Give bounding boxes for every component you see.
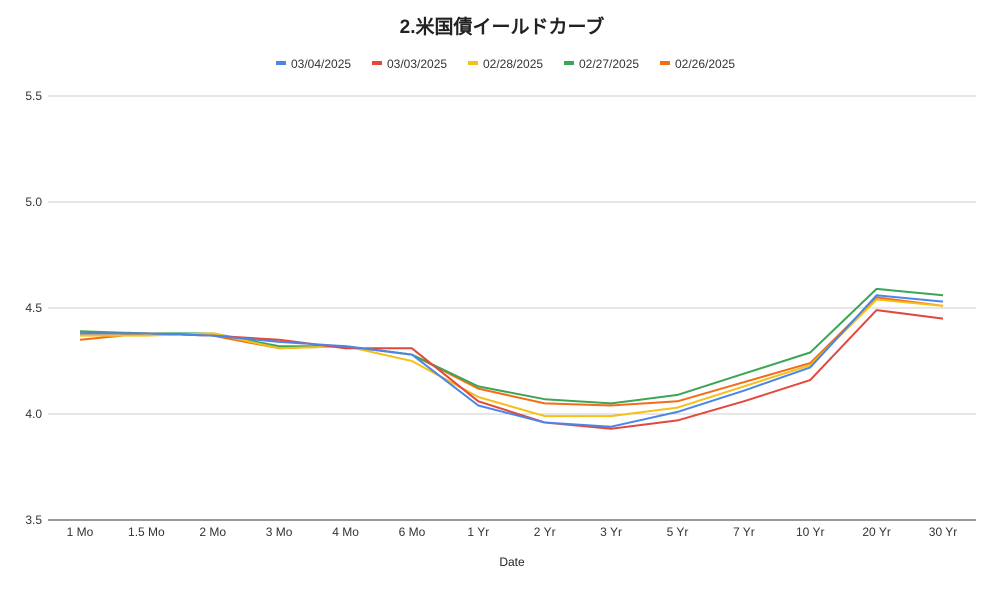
y-tick-label: 4.5 (25, 301, 42, 315)
legend-swatch (468, 61, 478, 65)
legend: 03/04/2025 03/03/2025 02/28/2025 02/27/2025… (276, 57, 735, 71)
legend-swatch (276, 61, 286, 65)
y-tick-label: 5.0 (25, 195, 42, 209)
x-tick-label: 7 Yr (733, 525, 755, 539)
legend-swatch (564, 61, 574, 65)
y-tick-label: 4.0 (25, 407, 42, 421)
series-line (80, 309, 944, 430)
legend-label: 03/03/2025 (387, 57, 447, 71)
x-tick-label: 2 Mo (199, 525, 226, 539)
y-axis: 3.5 4.0 4.5 5.0 5.5 (25, 89, 42, 527)
series-lines (79, 287, 944, 430)
x-axis: 1 Mo 1.5 Mo 2 Mo 3 Mo 4 Mo 6 Mo 1 Yr 2 Yr 3 Yr 5 … (67, 525, 958, 539)
legend-item: 02/27/2025 (564, 57, 639, 71)
x-tick-label: 5 Yr (667, 525, 689, 539)
series-line (80, 294, 944, 428)
y-tick-label: 3.5 (25, 513, 42, 527)
legend-item: 03/04/2025 (276, 57, 351, 71)
legend-swatch (372, 61, 382, 65)
x-tick-label: 3 Mo (266, 525, 293, 539)
x-tick-label: 20 Yr (862, 525, 890, 539)
legend-label: 03/04/2025 (291, 57, 351, 71)
x-tick-label: 3 Yr (600, 525, 622, 539)
legend-label: 02/26/2025 (675, 57, 735, 71)
y-tick-label: 5.5 (25, 89, 42, 103)
legend-item: 02/28/2025 (468, 57, 543, 71)
x-tick-label: 1 Mo (67, 525, 94, 539)
series-line (80, 298, 944, 418)
legend-item: 03/03/2025 (372, 57, 447, 71)
legend-label: 02/28/2025 (483, 57, 543, 71)
x-tick-label: 6 Mo (399, 525, 426, 539)
series-line (79, 287, 944, 405)
x-tick-label: 4 Mo (332, 525, 359, 539)
x-axis-label: Date (499, 555, 525, 569)
gridlines (48, 95, 976, 521)
series-line (79, 296, 944, 407)
chart-title: 2.米国債イールドカーブ (400, 15, 605, 38)
x-tick-label: 10 Yr (796, 525, 824, 539)
legend-item: 02/26/2025 (660, 57, 735, 71)
legend-swatch (660, 61, 670, 65)
x-tick-label: 30 Yr (929, 525, 957, 539)
x-tick-label: 2 Yr (534, 525, 556, 539)
legend-label: 02/27/2025 (579, 57, 639, 71)
x-tick-label: 1 Yr (467, 525, 489, 539)
x-tick-label: 1.5 Mo (128, 525, 165, 539)
